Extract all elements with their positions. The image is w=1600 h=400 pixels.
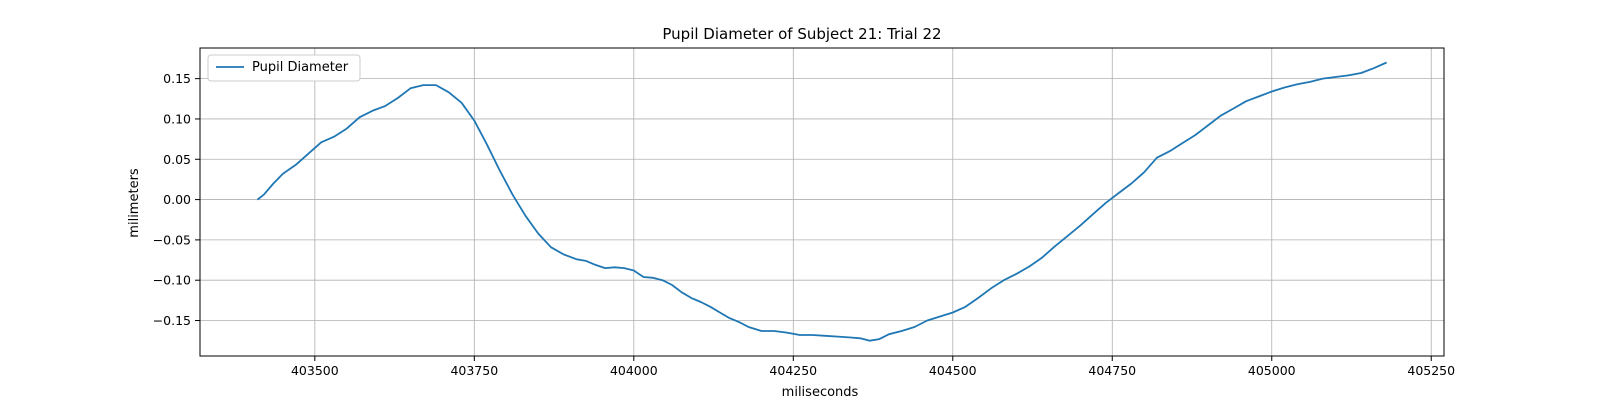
x-tick-label: 404000 [610, 363, 658, 378]
chart-title: Pupil Diameter of Subject 21: Trial 22 [662, 25, 941, 43]
y-axis-label: milimeters [127, 168, 142, 238]
x-tick-label: 404250 [769, 363, 817, 378]
plot-frame [199, 47, 1445, 357]
series-layer [256, 61, 1387, 342]
legend-box [207, 54, 361, 82]
y-tick-label: −0.15 [153, 313, 191, 328]
x-tick-label: 405000 [1248, 363, 1296, 378]
axis-ticks: 403500 403750 404000 404250 404500 404750 4050… [153, 71, 1455, 378]
x-tick-label: 404750 [1088, 363, 1136, 378]
y-tick-label: 0.05 [163, 152, 191, 167]
series-line-pupil-diameter [256, 61, 1387, 342]
y-tick-label: 0.00 [163, 192, 191, 207]
legend: Pupil Diameter [207, 54, 361, 82]
y-tick-label: −0.10 [153, 273, 191, 288]
x-tick-label: 403500 [291, 363, 339, 378]
y-tick-label: −0.05 [153, 232, 191, 247]
x-tick-label: 405250 [1407, 363, 1455, 378]
x-tick-label: 404500 [929, 363, 977, 378]
legend-entry-pupil-diameter: Pupil Diameter [252, 60, 349, 75]
y-tick-label: 0.15 [163, 71, 191, 86]
y-tick-label: 0.10 [163, 111, 191, 126]
x-axis-label: miliseconds [782, 385, 859, 400]
x-tick-label: 403750 [450, 363, 498, 378]
grid-lines [200, 48, 1444, 356]
